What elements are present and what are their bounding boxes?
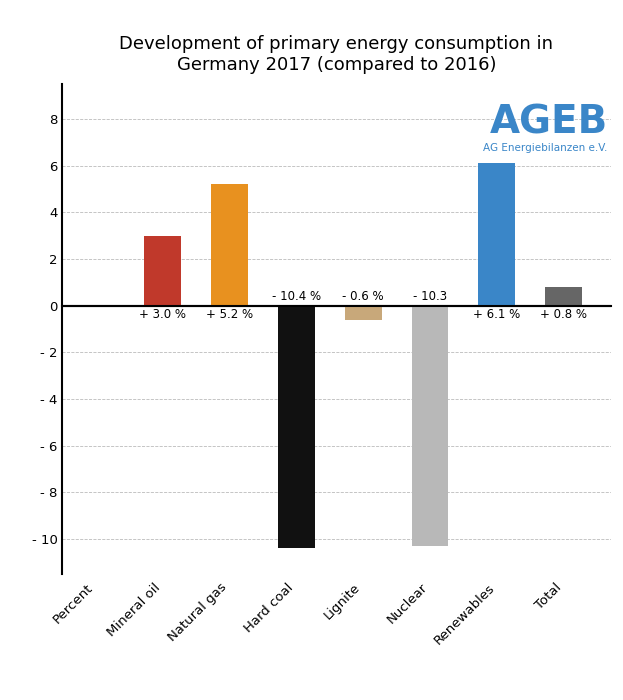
Text: + 3.0 %: + 3.0 % [139,309,186,321]
Text: Natural gas: Natural gas [166,581,229,645]
Text: - 10.3: - 10.3 [413,290,447,303]
Text: + 5.2 %: + 5.2 % [206,309,253,321]
Text: Percent: Percent [51,581,96,626]
Text: Lignite: Lignite [322,581,363,622]
Bar [412,306,449,546]
Bar [278,306,315,548]
Bar [211,184,248,306]
Title: Development of primary energy consumption in
Germany 2017 (compared to 2016): Development of primary energy consumptio… [120,35,553,74]
Text: + 6.1 %: + 6.1 % [473,309,520,321]
Text: AGEB: AGEB [490,104,608,141]
Bar [478,163,515,306]
Bar [545,287,582,306]
Text: - 0.6 %: - 0.6 % [343,290,384,303]
Bar [144,236,181,306]
Text: AG Energiebilanzen e.V.: AG Energiebilanzen e.V. [483,143,608,153]
Text: Mineral oil: Mineral oil [105,581,163,639]
Text: - 10.4 %: - 10.4 % [272,290,321,303]
Text: Total: Total [533,581,564,612]
Bar [345,306,381,320]
Text: Nuclear: Nuclear [384,581,430,626]
Text: + 0.8 %: + 0.8 % [540,309,587,321]
Text: Renewables: Renewables [431,581,497,647]
Text: Hard coal: Hard coal [242,581,297,635]
